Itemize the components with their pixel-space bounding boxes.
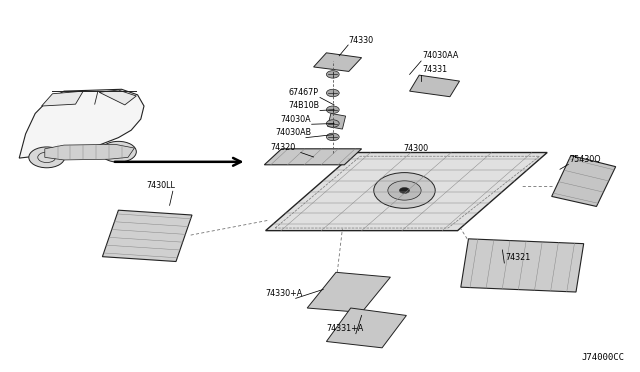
- Text: 67467P: 67467P: [289, 88, 319, 97]
- Circle shape: [326, 89, 339, 97]
- Text: 74320: 74320: [270, 143, 295, 152]
- Polygon shape: [461, 239, 584, 292]
- Text: J74000CC: J74000CC: [581, 353, 624, 362]
- Text: 74330: 74330: [349, 36, 374, 45]
- Text: 74B10B: 74B10B: [289, 101, 320, 110]
- Polygon shape: [552, 155, 616, 206]
- Polygon shape: [102, 210, 192, 262]
- Circle shape: [326, 133, 339, 141]
- Text: 74330+A: 74330+A: [266, 289, 303, 298]
- Polygon shape: [307, 272, 390, 312]
- Circle shape: [388, 181, 421, 200]
- Polygon shape: [19, 89, 144, 158]
- Circle shape: [374, 173, 435, 208]
- Circle shape: [399, 187, 410, 193]
- Text: 74030AB: 74030AB: [275, 128, 311, 137]
- Circle shape: [29, 147, 65, 168]
- Polygon shape: [99, 90, 136, 105]
- Polygon shape: [314, 53, 362, 71]
- Text: 74030A: 74030A: [280, 115, 311, 124]
- Text: 74321: 74321: [506, 253, 531, 262]
- Polygon shape: [266, 153, 547, 231]
- Text: 7430LL: 7430LL: [146, 182, 175, 190]
- Circle shape: [326, 106, 339, 113]
- Circle shape: [326, 120, 339, 127]
- Polygon shape: [328, 113, 346, 129]
- Polygon shape: [45, 144, 134, 160]
- Polygon shape: [264, 149, 362, 165]
- Text: 74030AA: 74030AA: [422, 51, 459, 60]
- Circle shape: [100, 141, 136, 162]
- Polygon shape: [326, 308, 406, 348]
- Text: 74331: 74331: [422, 65, 447, 74]
- Polygon shape: [410, 75, 460, 97]
- Text: 75430Q: 75430Q: [570, 155, 601, 164]
- Polygon shape: [42, 91, 83, 106]
- Text: 74331+A: 74331+A: [326, 324, 364, 333]
- Circle shape: [326, 71, 339, 78]
- Text: 74300: 74300: [403, 144, 428, 153]
